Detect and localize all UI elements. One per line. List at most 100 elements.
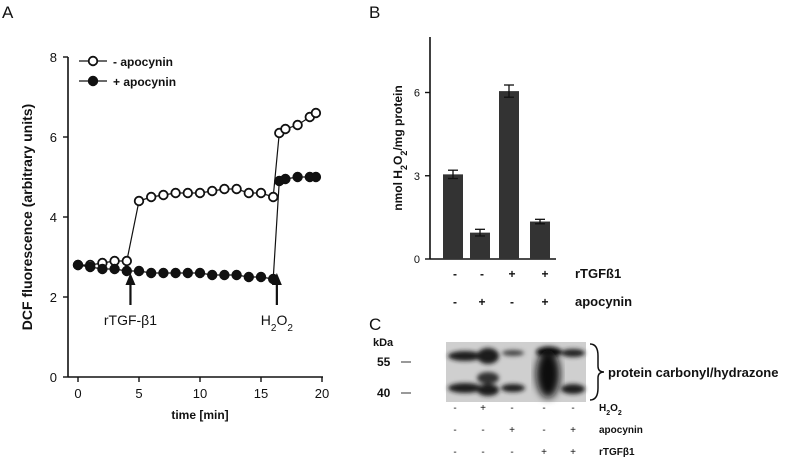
western-blot: kDa 55 40 protein carbonyl/hydrazone - + -… (373, 337, 778, 458)
error-bars (448, 84, 545, 237)
line-chart: 0 2 4 6 8 0 5 10 15 20 DCF fluorescence (arbitra… (19, 50, 329, 422)
data-point-plus-apocynin (84, 261, 96, 273)
bars (443, 91, 550, 259)
data-point-plus-apocynin (72, 259, 84, 271)
condition-sign: - (510, 403, 513, 414)
y-ticks: 0 2 4 6 8 (50, 50, 68, 385)
condition-sign: - (542, 403, 545, 414)
x-ticks: 0 5 10 15 20 (74, 377, 329, 401)
data-point-plus-apocynin (170, 267, 181, 279)
condition-sign: + (570, 425, 576, 436)
data-point-plus-apocynin (310, 171, 322, 183)
condition-table: - + - - - H2O2 - - + - + apocynin - - - + + rTGFβ1 (453, 403, 643, 458)
blot-smear (536, 350, 560, 398)
data-point-plus-apocynin (231, 269, 242, 281)
data-point-plus-apocynin (194, 267, 206, 279)
data-point-minus-apocynin (255, 187, 267, 199)
y-tick-label: 2 (50, 290, 57, 305)
data-point-minus-apocynin (133, 195, 145, 207)
condition-sign: + (570, 447, 576, 458)
x-axis-label: time [min] (171, 408, 228, 422)
data-point-plus-apocynin (133, 265, 145, 277)
data-point-plus-apocynin (109, 263, 120, 275)
data-point-minus-apocynin (280, 123, 291, 135)
condition-sign: + (508, 267, 515, 281)
condition-sign: - (453, 267, 457, 281)
marker-40: 40 (377, 386, 391, 400)
condition-sign: - (510, 447, 513, 458)
x-tick-label: 20 (315, 386, 329, 401)
condition-sign: + (541, 447, 547, 458)
y-tick-label: 4 (50, 210, 57, 225)
bar (443, 174, 463, 259)
band-label: protein carbonyl/hydrazone (608, 365, 778, 380)
data-point-plus-apocynin (292, 171, 303, 183)
panel-label-a: A (2, 3, 14, 22)
y-tick-label: 0 (50, 370, 57, 385)
bar (530, 221, 550, 259)
data-point-plus-apocynin (158, 267, 169, 279)
condition-sign: + (541, 267, 548, 281)
kda-label: kDa (373, 337, 394, 349)
data-point-minus-apocynin (158, 189, 169, 201)
condition-sign: + (541, 295, 548, 309)
data-point-plus-apocynin (219, 269, 230, 281)
data-point-plus-apocynin (280, 173, 291, 185)
condition-sign: - (510, 295, 514, 309)
y-axis-label: DCF fluorescence (arbitrary units) (19, 104, 35, 330)
data-point-minus-apocynin (310, 107, 322, 119)
condition-sign: - (453, 447, 456, 458)
condition-sign: - (481, 447, 484, 458)
condition-label: apocynin (599, 425, 643, 436)
data-point-plus-apocynin (145, 267, 157, 279)
bar-chart: 0 3 6 - - + + rTGFß1 - + - + apocynin nmol H2O2/mg … (391, 37, 632, 309)
y-tick-label: 6 (50, 130, 57, 145)
annotations: rTGF-β1 H2O2 (104, 273, 293, 334)
data-point-minus-apocynin (145, 191, 157, 203)
data-point-minus-apocynin (219, 183, 230, 195)
data-point-minus-apocynin (182, 187, 194, 199)
data-point-minus-apocynin (121, 255, 133, 267)
x-tick-label: 10 (193, 386, 207, 401)
condition-sign: - (542, 425, 545, 436)
y-axis-label: nmol H2O2/mg protein (391, 85, 409, 210)
legend: - apocynin + apocynin (79, 55, 176, 89)
y-tick-label: 0 (414, 254, 420, 266)
y-tick-label: 6 (414, 88, 420, 100)
bracket (589, 343, 605, 401)
x-tick-label: 5 (135, 386, 142, 401)
annotation-label: H2O2 (261, 312, 294, 334)
annotation-label: rTGF-β1 (104, 312, 157, 328)
data-point-minus-apocynin (194, 187, 206, 199)
legend-marker (87, 75, 99, 87)
bar (499, 91, 519, 259)
condition-sign: - (453, 295, 457, 309)
condition-label: apocynin (575, 294, 632, 309)
condition-table: - - + + rTGFß1 - + - + apocynin (453, 266, 632, 309)
data-point-minus-apocynin (243, 187, 255, 199)
condition-sign: + (480, 403, 486, 414)
y-tick-label: 8 (50, 50, 57, 65)
legend-label: - apocynin (113, 55, 173, 69)
panel-label-b: B (369, 3, 380, 22)
arrow-icon (125, 273, 136, 285)
condition-sign: - (453, 403, 456, 414)
condition-label: H2O2 (599, 403, 622, 417)
data-point-plus-apocynin (121, 265, 133, 277)
y-ticks: 0 3 6 (414, 88, 430, 266)
data-point-minus-apocynin (170, 187, 181, 199)
condition-label: rTGFβ1 (599, 447, 635, 458)
legend-label: + apocynin (113, 75, 176, 89)
x-tick-label: 0 (74, 386, 81, 401)
condition-label: rTGFß1 (575, 266, 621, 281)
arrow-icon (271, 273, 282, 285)
marker-55: 55 (377, 355, 391, 369)
condition-sign: - (480, 267, 484, 281)
data-point-plus-apocynin (255, 271, 267, 283)
data-point-minus-apocynin (268, 191, 279, 203)
data-point-plus-apocynin (243, 271, 255, 283)
condition-sign: - (453, 425, 456, 436)
condition-sign: - (481, 425, 484, 436)
panel-label-c: C (369, 315, 381, 334)
